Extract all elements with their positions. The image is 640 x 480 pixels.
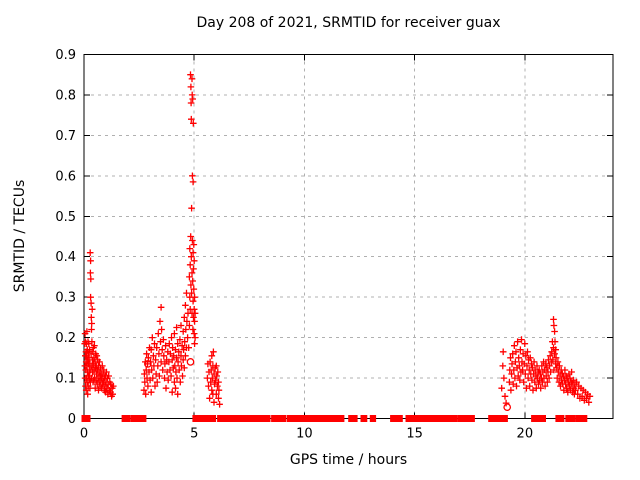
zero-segment (81, 415, 91, 422)
zero-segment (443, 415, 453, 422)
zero-segment (531, 415, 541, 422)
zero-segment (469, 415, 475, 422)
zero-segment (245, 415, 255, 422)
circle-markers (144, 358, 512, 412)
zero-segment (458, 415, 464, 422)
zero-segment (258, 415, 271, 422)
zero-segment (427, 415, 440, 422)
zero-segment (225, 415, 235, 422)
y-tick-label: 0.1 (55, 372, 76, 387)
zero-segment (348, 415, 358, 422)
zero-segment (124, 415, 131, 422)
zero-segment (130, 415, 141, 422)
zero-segment (435, 415, 447, 422)
zero-segment (390, 415, 403, 422)
zero-segment (488, 415, 498, 422)
zero-segment (230, 415, 241, 422)
zero-segment (421, 415, 431, 422)
y-tick-label: 0 (68, 412, 76, 427)
x-tick-label: 5 (190, 427, 198, 442)
x-tick-label: 20 (517, 427, 534, 442)
zero-segment (412, 415, 425, 422)
zero-value-markers (81, 415, 588, 422)
y-tick-label: 0.6 (55, 169, 76, 184)
zero-segment (555, 415, 565, 422)
zero-segment (565, 415, 576, 422)
zero-segment (286, 415, 297, 422)
chart-title: Day 208 of 2021, SRMTID for receiver gua… (196, 15, 501, 31)
data-points (81, 71, 594, 408)
x-tick-label: 10 (296, 427, 313, 442)
y-tick-label: 0.2 (55, 331, 76, 346)
y-tick-label: 0.5 (55, 210, 76, 225)
zero-segment (198, 415, 207, 422)
x-tick-label: 15 (406, 427, 423, 442)
circle-data-point (144, 360, 152, 368)
y-tick-label: 0.9 (55, 48, 76, 63)
zero-segment (217, 415, 229, 422)
x-axis-label: GPS time / hours (289, 452, 408, 468)
zero-segment (494, 415, 503, 422)
zero-segment (250, 415, 263, 422)
zero-segment (295, 415, 323, 422)
zero-segment (448, 415, 458, 422)
y-tick-label: 0.4 (55, 250, 76, 265)
zero-segment (575, 415, 588, 422)
zero-segment (271, 415, 281, 422)
tick-labels: 0 0.1 0.2 0.3 0.4 0.5 0.6 0.7 0.8 0.9 0 5 10 15 20 (55, 48, 533, 442)
zero-segment (192, 415, 202, 422)
grid-lines (84, 54, 613, 419)
zero-segment (137, 415, 147, 422)
y-tick-label: 0.3 (55, 291, 76, 306)
y-tick-label: 0.7 (55, 129, 76, 144)
zero-segment (369, 415, 377, 422)
zero-segment (276, 415, 286, 422)
zero-segment (319, 415, 345, 422)
x-tick-label: 0 (80, 427, 88, 442)
zero-segment (236, 415, 249, 422)
zero-segment (360, 415, 368, 422)
zero-segment (405, 415, 416, 422)
circle-data-point (186, 358, 195, 366)
circle-data-point (503, 403, 512, 412)
zero-segment (205, 415, 217, 422)
zero-segment (500, 415, 508, 422)
zero-segment (537, 415, 546, 422)
y-tick-label: 0.8 (55, 88, 76, 103)
